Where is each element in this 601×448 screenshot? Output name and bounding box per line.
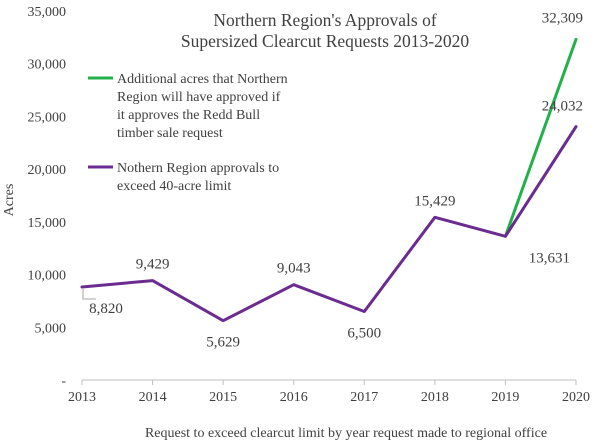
data-label: 32,309 — [542, 10, 583, 26]
data-label: 9,429 — [136, 257, 170, 273]
legend-label: Nothern Region approvals to — [117, 161, 279, 176]
legend-label: Region will have approved if — [117, 90, 281, 105]
y-tick-label: 30,000 — [28, 58, 67, 73]
y-axis-title: Acres — [2, 184, 17, 217]
x-tick-label: 2020 — [562, 390, 590, 405]
y-tick-label: 15,000 — [28, 216, 67, 231]
legend-label: timber sale request — [117, 126, 223, 141]
x-tick-label: 2014 — [139, 390, 167, 405]
x-tick-label: 2015 — [209, 390, 237, 405]
chart-title: Northern Region's Approvals of — [213, 10, 437, 30]
data-label: 6,500 — [347, 325, 381, 341]
x-tick-label: 2019 — [491, 390, 519, 405]
data-label: 13,631 — [529, 250, 570, 266]
data-label: 8,820 — [89, 301, 123, 317]
y-tick-label: 25,000 — [28, 110, 67, 125]
data-label: 9,043 — [277, 261, 311, 277]
chart-title: Supersized Clearcut Requests 2013-2020 — [181, 31, 469, 51]
data-label: 24,032 — [542, 99, 583, 115]
x-tick-label: 2016 — [280, 390, 308, 405]
data-label: 5,629 — [206, 335, 240, 351]
y-tick-label: 20,000 — [28, 163, 67, 178]
y-tick-label: 35,000 — [28, 5, 67, 20]
y-tick-label: 5,000 — [35, 321, 67, 336]
data-label-leader — [82, 289, 96, 300]
legend-label: it approves the Redd Bull — [117, 108, 260, 123]
y-tick-label: 10,000 — [28, 269, 67, 284]
x-tick-label: 2017 — [350, 390, 378, 405]
series-line-2 — [80, 125, 578, 323]
legend-label: Additional acres that Northern — [117, 72, 288, 87]
x-axis-title: Request to exceed clearcut limit by year… — [145, 426, 547, 441]
x-tick-label: 2018 — [421, 390, 449, 405]
y-tick-label: - — [61, 374, 66, 389]
data-label: 15,429 — [414, 193, 455, 209]
x-tick-label: 2013 — [68, 390, 96, 405]
legend-label: exceed 40-acre limit — [117, 179, 231, 194]
series-line-1 — [503, 37, 578, 238]
